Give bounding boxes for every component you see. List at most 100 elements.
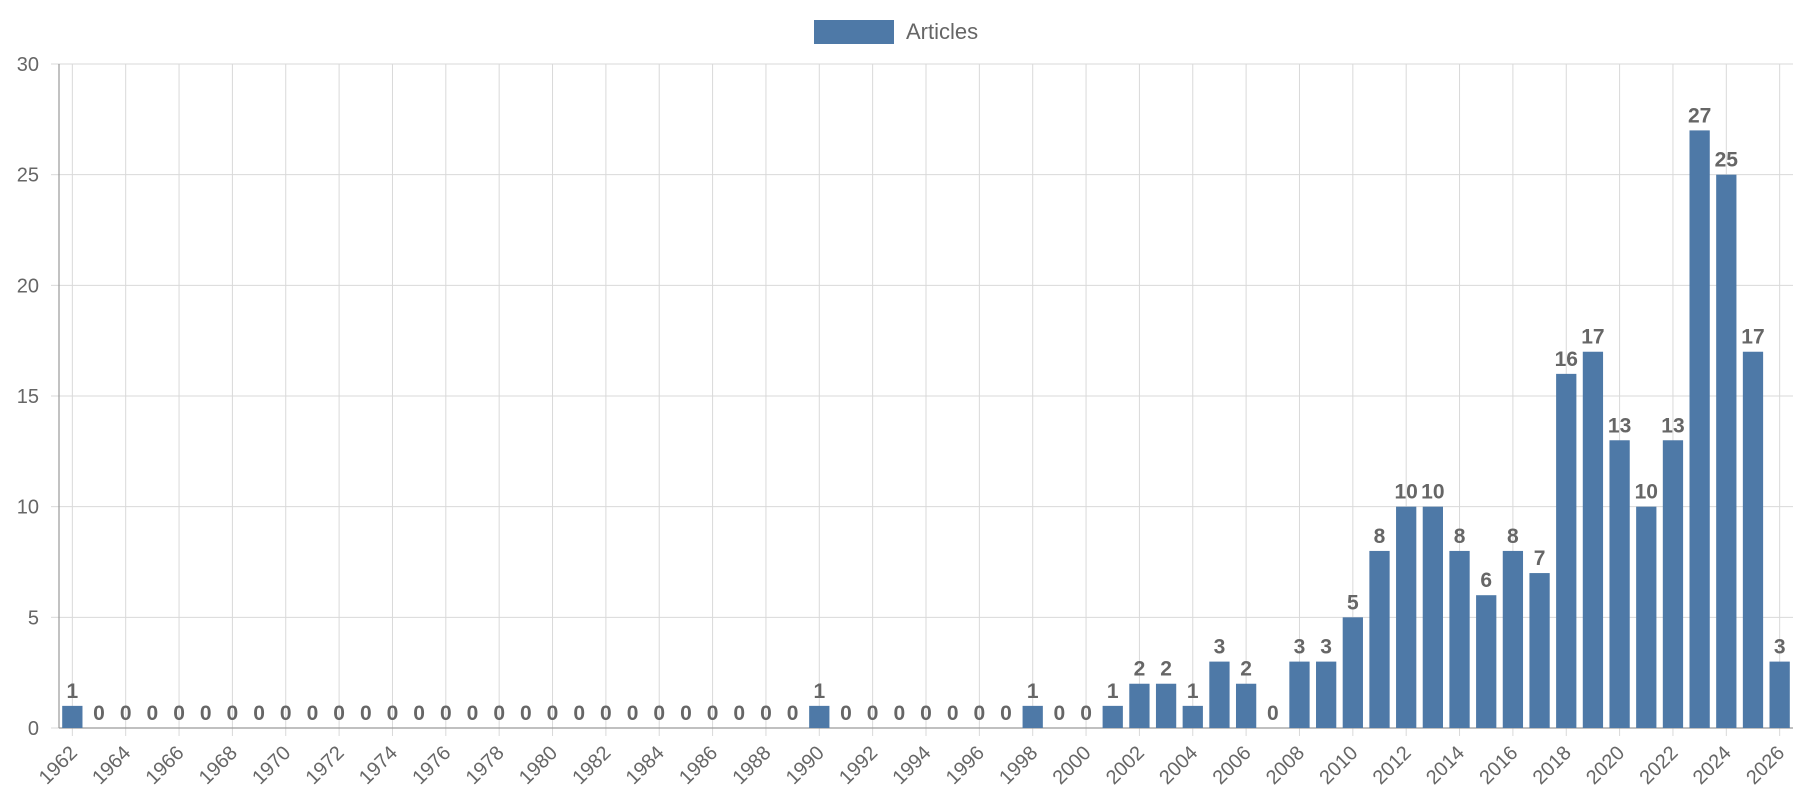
x-tick-label: 2008: [1262, 742, 1309, 789]
bar-value-label: 0: [280, 702, 292, 725]
bar[interactable]: [1209, 661, 1230, 728]
bar-value-label: 0: [920, 702, 932, 725]
legend-label[interactable]: Articles: [906, 19, 978, 44]
bar[interactable]: [1369, 550, 1390, 728]
bar-value-label: 27: [1688, 104, 1711, 127]
bar-value-label: 2: [1240, 658, 1252, 681]
bar-value-label: 0: [440, 702, 452, 725]
bar[interactable]: [1022, 705, 1043, 728]
x-tick-label: 1986: [675, 742, 722, 789]
bar-value-label: 0: [493, 702, 505, 725]
bars: [62, 130, 1790, 728]
bar[interactable]: [1342, 617, 1363, 728]
bar[interactable]: [809, 705, 830, 728]
x-tick-label: 1964: [88, 742, 135, 789]
bar-value-label: 2: [1160, 658, 1172, 681]
bar-value-label: 13: [1661, 414, 1684, 437]
bar[interactable]: [1182, 705, 1203, 728]
bar-value-label: 0: [120, 702, 132, 725]
bar-value-label: 0: [680, 702, 692, 725]
bar[interactable]: [1556, 373, 1577, 728]
bar-value-label: 0: [840, 702, 852, 725]
bar-value-label: 0: [360, 702, 372, 725]
x-tick-label: 2016: [1475, 742, 1522, 789]
x-tick-label: 1984: [622, 742, 669, 789]
bar-value-label: 16: [1555, 348, 1578, 371]
data-labels: 10 0 0 0 0 0 0 0 0 0 0 0 0 0 0 0 0 0 0 0 0 0 0 0 0 0 010 0 0 0 0 0 010 01…: [66, 104, 1785, 725]
x-tick-label: 1980: [515, 742, 562, 789]
bar-value-label: 0: [200, 702, 212, 725]
bar-value-label: 1: [813, 680, 825, 703]
bar[interactable]: [1102, 705, 1123, 728]
x-tick-label: 2014: [1422, 742, 1469, 789]
bar-value-label: 0: [947, 702, 959, 725]
bar[interactable]: [1529, 573, 1550, 728]
bar-value-label: 7: [1534, 547, 1546, 570]
bar-value-label: 0: [387, 702, 399, 725]
bar-value-label: 17: [1581, 326, 1604, 349]
bar[interactable]: [1502, 550, 1524, 728]
x-tick-label: 1988: [728, 742, 775, 789]
bar[interactable]: [1582, 351, 1604, 728]
bar-value-label: 0: [974, 702, 986, 725]
bar-value-label: 3: [1320, 636, 1332, 659]
bar[interactable]: [1129, 683, 1150, 728]
y-tick-label: 25: [17, 165, 39, 187]
bar-value-label: 0: [600, 702, 612, 725]
bar-value-label: 10: [1395, 481, 1418, 504]
bar-value-label: 0: [760, 702, 772, 725]
bar-value-label: 0: [333, 702, 345, 725]
bar-value-label: 25: [1715, 149, 1739, 172]
x-tick-label: 1962: [35, 742, 82, 789]
bar-value-label: 0: [627, 702, 639, 725]
x-tick-label: 1998: [995, 742, 1042, 789]
y-tick-label: 20: [17, 275, 39, 297]
bar-value-label: 1: [1027, 680, 1039, 703]
bar[interactable]: [62, 705, 83, 728]
x-tick-label: 2004: [1155, 742, 1202, 789]
x-tick-label: 2000: [1049, 742, 1096, 789]
x-tick-label: 1992: [835, 742, 882, 789]
bar[interactable]: [1716, 174, 1737, 728]
bar[interactable]: [1476, 595, 1497, 728]
bar[interactable]: [1235, 683, 1257, 728]
bar[interactable]: [1422, 506, 1443, 728]
bar[interactable]: [1396, 506, 1417, 728]
x-tick-label: 2010: [1315, 742, 1362, 789]
bar-value-label: 0: [733, 702, 745, 725]
bar[interactable]: [1316, 661, 1337, 728]
bar[interactable]: [1769, 661, 1790, 728]
bar[interactable]: [1662, 440, 1684, 728]
bar-value-label: 10: [1421, 481, 1444, 504]
bar-value-label: 0: [227, 702, 239, 725]
bar[interactable]: [1689, 130, 1710, 728]
bar-value-label: 1: [66, 680, 78, 703]
legend-swatch[interactable]: [814, 20, 894, 44]
bar-value-label: 3: [1774, 636, 1786, 659]
bar[interactable]: [1449, 550, 1470, 728]
bar-value-label: 8: [1374, 525, 1386, 548]
bar[interactable]: [1609, 440, 1630, 728]
x-tick-label: 2012: [1369, 742, 1416, 789]
bar-value-label: 0: [573, 702, 585, 725]
bar-value-label: 0: [173, 702, 185, 725]
legend[interactable]: Articles: [814, 19, 978, 44]
bar[interactable]: [1155, 683, 1177, 728]
bar-value-label: 17: [1741, 326, 1764, 349]
y-tick-label: 0: [28, 718, 39, 740]
bar-value-label: 3: [1214, 636, 1226, 659]
bar[interactable]: [1289, 661, 1310, 728]
y-tick-label: 15: [17, 386, 39, 408]
bar-value-label: 8: [1507, 525, 1519, 548]
bar[interactable]: [1636, 506, 1657, 728]
bar-value-label: 1: [1187, 680, 1199, 703]
bar-value-label: 0: [253, 702, 265, 725]
bar[interactable]: [1742, 351, 1764, 728]
y-tick-label: 5: [28, 607, 39, 629]
bar-value-label: 0: [467, 702, 479, 725]
bar-value-label: 0: [413, 702, 425, 725]
bar-value-label: 1: [1107, 680, 1119, 703]
x-tick-label: 1996: [942, 742, 989, 789]
bar-value-label: 3: [1294, 636, 1306, 659]
bar-value-label: 0: [707, 702, 719, 725]
